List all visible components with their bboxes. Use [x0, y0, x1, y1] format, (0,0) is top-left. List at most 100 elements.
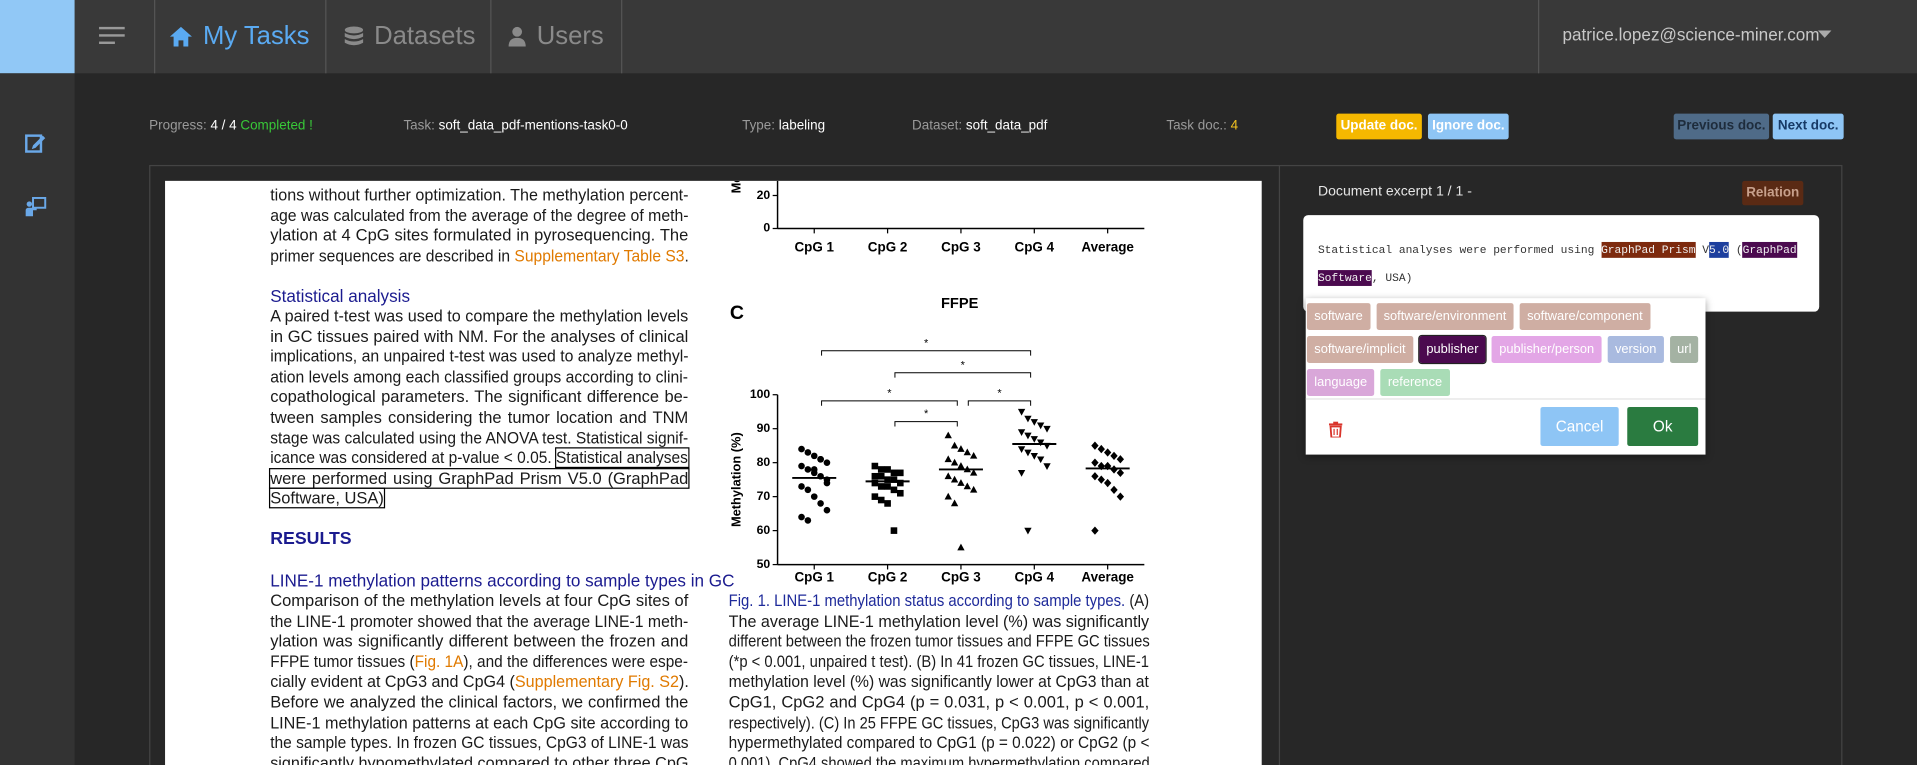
data-point [1103, 478, 1112, 488]
divider [1305, 398, 1706, 400]
significance-label: * [887, 387, 892, 399]
text-line: A paired t-test was used to compare the … [270, 307, 688, 327]
text-line: tween samples considering the tumor loca… [270, 408, 688, 428]
text-run: (A) [1125, 591, 1150, 610]
label-tag[interactable]: software/component [1519, 303, 1651, 330]
text-line: The average LINE-1 methylation level (%)… [729, 612, 1149, 632]
text-link: Fig. 1A [414, 652, 464, 671]
text-run: significantly hypomethylated compared to… [270, 753, 689, 765]
delete-icon[interactable] [1328, 421, 1343, 438]
ok-button[interactable]: Ok [1627, 406, 1699, 447]
excerpt-text[interactable]: Statistical analyses were performed usin… [1317, 236, 1817, 292]
text-run: ). [678, 672, 689, 691]
text-run: Statistical analyses were performed usin… [1317, 243, 1602, 257]
data-point [1091, 441, 1099, 450]
relation-button[interactable]: Relation [1742, 180, 1804, 206]
label-tag[interactable]: url [1669, 336, 1699, 363]
user-email[interactable]: patrice.lopez@science-miner.com [1562, 24, 1820, 44]
label-tag[interactable]: reference [1380, 369, 1450, 396]
value: labeling [778, 118, 826, 134]
tab-datasets[interactable]: Datasets [344, 20, 476, 54]
text-line: stage was calculated using the ANOVA tes… [270, 428, 688, 448]
x-tick-label: CpG 3 [941, 240, 981, 255]
data-point [897, 469, 904, 477]
selection: 5.0 [1708, 241, 1730, 258]
x-tick-label: CpG 4 [1015, 240, 1055, 255]
data-point [804, 486, 812, 494]
text-run: hypermethylated compared to CpG1 (p = 0.… [728, 733, 1150, 752]
label-tag[interactable]: publisher/person [1491, 336, 1602, 363]
data-point [1110, 465, 1118, 474]
y-tick-label: 100 [750, 387, 771, 401]
text-run: methylation level (%) was significantly … [728, 672, 1149, 691]
label: Task doc.: [1166, 118, 1227, 134]
data-point [1024, 415, 1032, 423]
update-button[interactable]: Update doc. [1336, 113, 1422, 140]
review-icon[interactable] [24, 196, 47, 218]
y-tick-label: 90 [757, 421, 771, 435]
next-button[interactable]: Next doc. [1772, 113, 1844, 140]
label-tag[interactable]: software/environment [1376, 303, 1514, 330]
significance-bracket [967, 400, 1032, 406]
text-line: LINE-1 methylation patterns at each CpG … [270, 713, 688, 733]
data-point [1017, 446, 1026, 453]
heading: LINE-1 methylation patterns according to… [270, 570, 735, 591]
data-point [1030, 436, 1038, 443]
data-point [944, 455, 952, 463]
text-line: respectively). (C) In 25 FFPE GC tissues… [729, 713, 1149, 733]
pdf-page: 0 20 CpG 1 CpG 2 CpG 3 CpG 4 Average Methylatio… [165, 180, 1262, 765]
text-line: Fig. 1. LINE-1 methylation status accord… [729, 591, 1149, 611]
data-point [1091, 458, 1099, 467]
progress: Progress: 4 / 4 Completed ! [149, 119, 313, 134]
label-tag[interactable]: software/implicit [1306, 336, 1413, 363]
ignore-button[interactable]: Ignore doc. [1427, 113, 1509, 140]
data-point [884, 483, 891, 490]
text-run: the sample types. In frozen GC tissues, … [270, 733, 689, 752]
text-run: V [1695, 243, 1709, 257]
work-panel [149, 164, 1843, 765]
text-line: 0.001). CpG4 showed the maximum hypermet… [729, 754, 1150, 765]
text-line: the LINE-1 promoter showed that the aver… [270, 612, 688, 632]
data-point [1110, 485, 1118, 494]
data-point [871, 462, 879, 470]
logo[interactable] [0, 0, 75, 74]
tab-my-tasks[interactable]: My Tasks [169, 20, 309, 54]
value: soft_data_pdf [965, 118, 1048, 134]
label-tag[interactable]: publisher [1417, 334, 1488, 365]
text-box: Statistical analyses [554, 447, 689, 469]
menu-icon[interactable] [99, 24, 126, 46]
text-run: LINE-1 methylation patterns at each CpG … [270, 713, 689, 732]
annotation[interactable]: GraphPad Prism [1601, 241, 1696, 258]
text-run: CpG1, CpG2 and CpG4 (p = 0.031, p < 0.00… [728, 692, 1150, 712]
dropdown-caret[interactable] [1817, 30, 1832, 40]
data-point [871, 479, 879, 487]
tab-users[interactable]: Users [507, 20, 604, 54]
data-point [1043, 463, 1051, 470]
data-point [969, 468, 978, 476]
label-tag[interactable]: language [1306, 369, 1375, 396]
text-line: icance was considered at p-value < 0.05.… [270, 447, 689, 469]
edit-icon[interactable] [24, 132, 46, 154]
text-line: copathological parameters. The significa… [270, 388, 688, 408]
excerpt-title: Document excerpt 1 / 1 - [1317, 184, 1472, 200]
text-line: significantly hypomethylated compared to… [270, 754, 688, 765]
text-run: FFPE tumor tissues ( [270, 652, 415, 671]
data-point [890, 527, 898, 534]
excerpt-box: Statistical analyses were performed usin… [1303, 215, 1820, 312]
data-point [1036, 439, 1045, 447]
cancel-button[interactable]: Cancel [1540, 406, 1619, 447]
separator [325, 0, 327, 74]
text-line: tions without further optimization. The … [270, 186, 688, 206]
database-icon [344, 26, 364, 46]
label-tag[interactable]: version [1607, 336, 1664, 363]
data-point [1024, 432, 1032, 440]
sidebar [0, 73, 75, 765]
data-point [810, 452, 818, 460]
tab-label: Datasets [374, 21, 476, 51]
chart-title: FFPE [941, 296, 979, 312]
label-tag[interactable]: software [1306, 303, 1371, 330]
data-point [810, 466, 818, 473]
previous-button[interactable]: Previous doc. [1673, 113, 1770, 140]
